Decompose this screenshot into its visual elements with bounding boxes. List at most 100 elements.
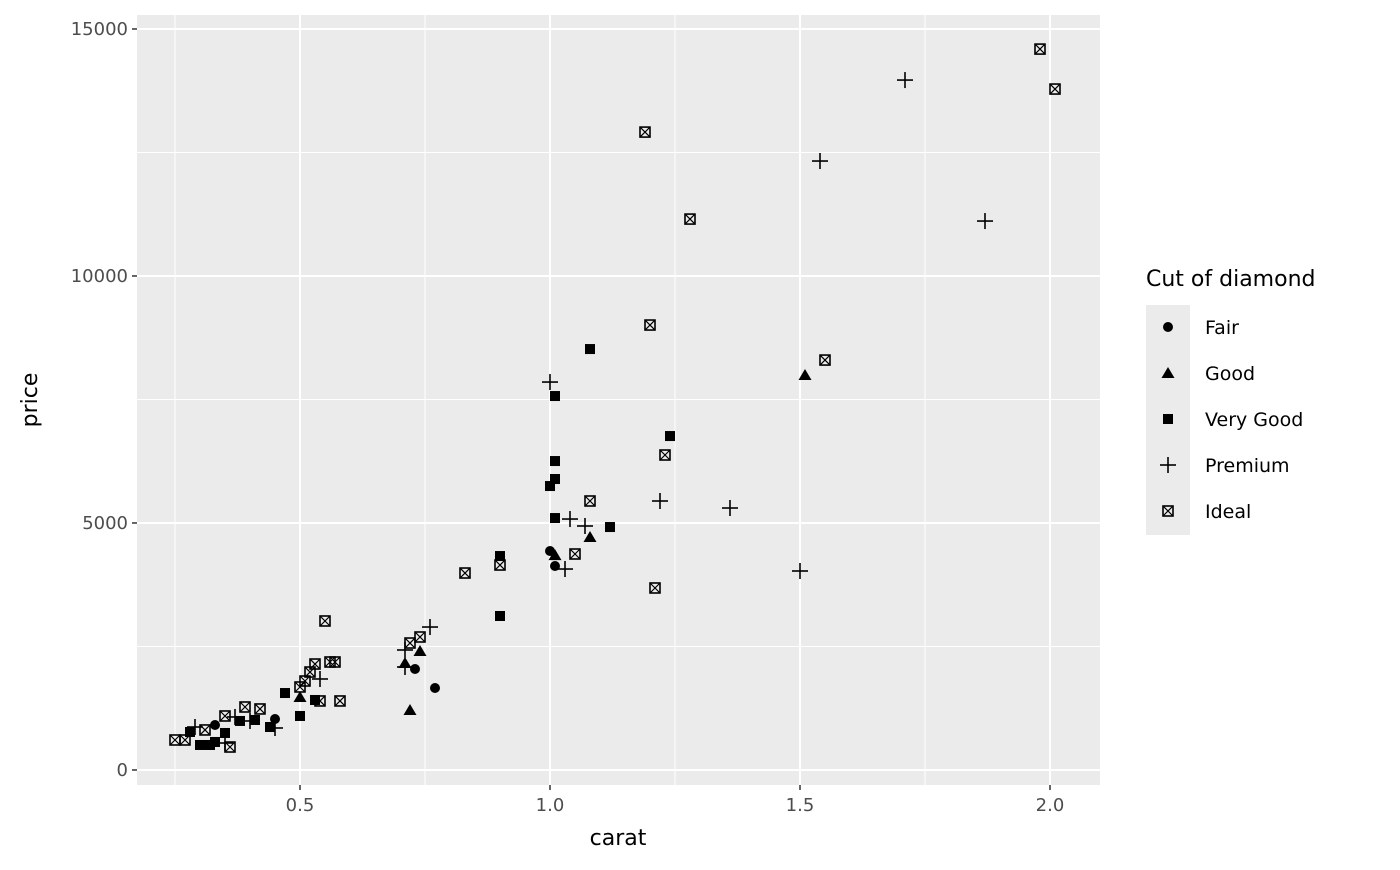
data-point-premium [577,517,593,534]
x-tick-label: 1.5 [786,795,815,816]
triangle-marker [798,369,812,381]
square-outline [404,637,416,649]
legend-key-very-good [1163,414,1173,424]
square-cross [319,615,331,627]
square-outline [639,126,651,138]
square-cross [494,559,506,571]
square-marker [250,714,260,725]
square-outline [569,548,581,560]
square-outline [254,703,266,715]
plot-panel [137,15,1100,785]
legend-label: Ideal [1205,501,1251,523]
data-point-ideal [329,656,341,668]
data-point-ideal [254,703,266,715]
square-marker [550,391,560,402]
data-point-ideal [334,695,346,707]
data-point-premium [542,374,558,391]
triangle-marker [583,531,597,543]
data-point-premium [267,719,283,736]
square-outline [1049,83,1061,95]
square-cross [1034,43,1046,55]
data-point-ideal [584,495,596,507]
square-marker [1163,414,1173,424]
square-marker [665,431,675,442]
square-cross [314,695,326,707]
data-point-ideal [319,615,331,627]
data-point-premium [722,500,738,517]
triangle-marker [403,704,417,716]
square-cross [584,495,596,507]
legend-key-ideal [1162,505,1174,517]
square-outline [684,213,696,225]
circle-marker [1163,322,1173,332]
square-cross [199,724,211,736]
square-marker [550,456,560,467]
data-point-ideal [649,582,661,594]
square-marker [235,715,245,726]
data-point-very-good [495,611,505,622]
data-point-good [413,644,427,656]
data-point-good [798,369,812,381]
data-point-ideal [459,567,471,579]
triangle-marker [1161,367,1175,378]
y-tick-label: 5000 [82,513,128,534]
data-point-fair [410,664,420,675]
data-point-very-good [550,391,560,402]
square-cross [219,710,231,722]
data-point-good [293,690,307,702]
square-marker [195,739,205,750]
square-outline [219,710,231,722]
square-cross [224,741,236,753]
data-point-ideal [224,741,236,753]
data-point-premium [557,561,573,578]
data-point-very-good [185,726,195,737]
circle-marker [270,714,280,725]
data-point-very-good [205,739,215,750]
square-cross [639,126,651,138]
x-tick-label: 0.5 [286,795,315,816]
x-axis-label: carat [590,826,647,851]
axes: 0.5 1.0 1.5 2.0 0 5000 10000 15000 [71,19,1065,816]
data-point-very-good [265,722,275,733]
x-tick-label: 1.0 [536,795,565,816]
data-point-very-good [220,727,230,738]
data-point-very-good [605,522,615,533]
square-cross [179,734,191,746]
square-marker [585,344,595,355]
data-point-ideal [199,724,211,736]
legend-title: Cut of diamond [1146,267,1315,292]
legend-key-premium [1160,457,1176,473]
square-cross [414,631,426,643]
square-cross [569,548,581,560]
data-point-very-good [495,551,505,562]
square-marker [185,726,195,737]
data-point-good [583,531,597,543]
data-point-ideal [1049,83,1061,95]
data-point-very-good [280,688,290,699]
square-marker [545,481,555,492]
data-point-premium [897,72,913,89]
square-outline [199,724,211,736]
square-outline [294,681,306,693]
square-outline [459,567,471,579]
square-cross [1049,83,1061,95]
square-cross [299,675,311,687]
data-point-ideal [569,548,581,560]
x-tick-label: 2.0 [1036,795,1065,816]
square-marker [495,611,505,622]
square-outline [1162,505,1174,517]
y-tick-label: 15000 [71,19,128,40]
y-axis-label: price [18,373,43,428]
data-point-ideal [294,681,306,693]
legend-label: Good [1205,363,1255,385]
points [169,43,1061,753]
data-point-premium [562,511,578,528]
data-point-premium [422,619,438,636]
y-tick-label: 10000 [71,266,128,287]
triangle-marker [293,690,307,702]
square-cross [459,567,471,579]
legend-label: Premium [1205,455,1290,477]
square-outline [329,656,341,668]
square-cross [169,734,181,746]
